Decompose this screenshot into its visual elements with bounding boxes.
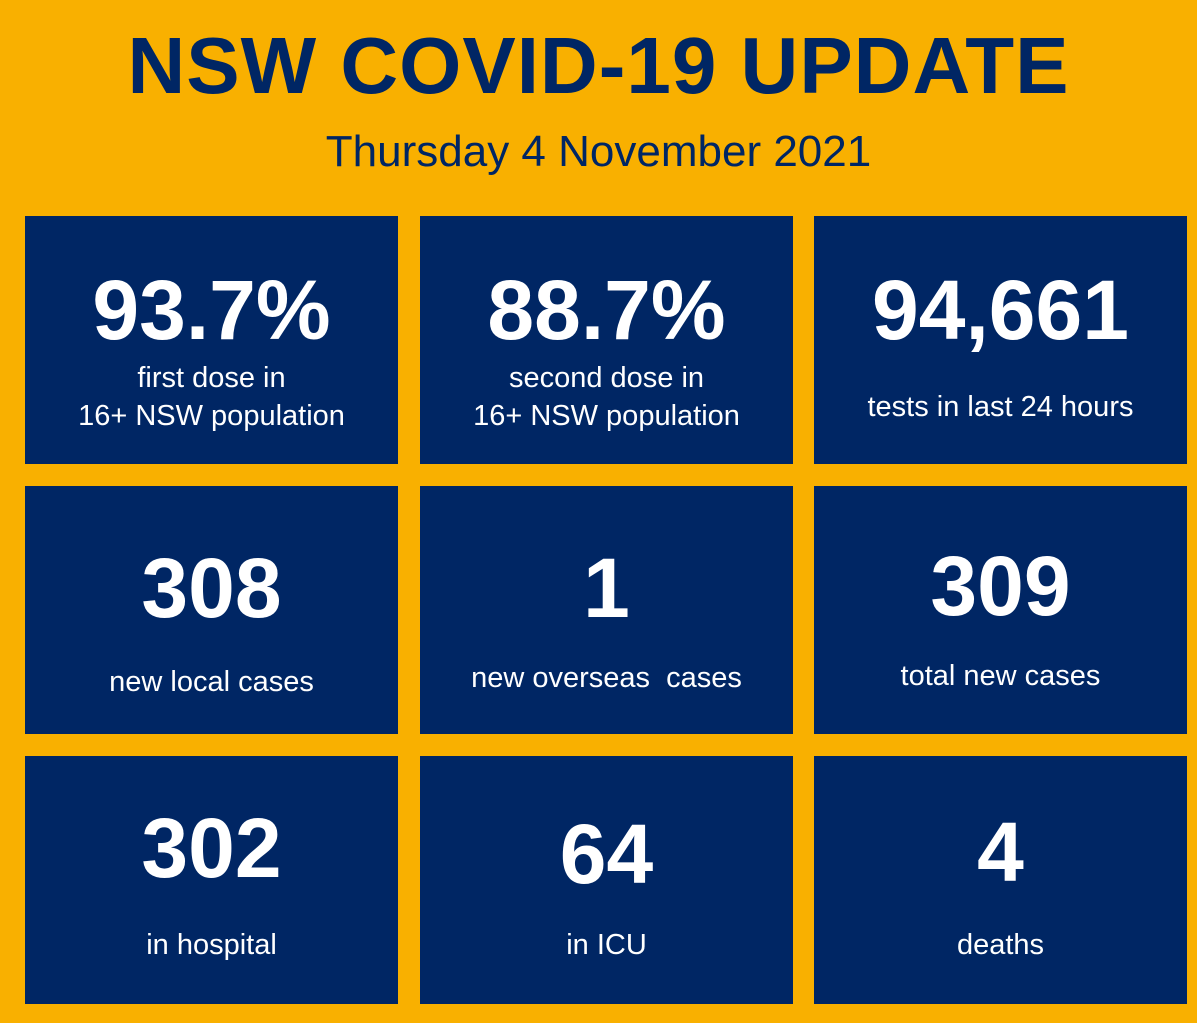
tile-value: 1 [583,541,630,635]
tile-first-dose: 93.7% first dose in 16+ NSW population [25,216,398,464]
tile-label: new local cases [109,666,314,698]
tile-tests: 94,661 tests in last 24 hours [814,216,1187,464]
tile-label: total new cases [900,660,1101,692]
tile-label: deaths [956,929,1045,961]
tile-in-hospital: 302 in hospital [25,756,398,1004]
tile-new-overseas-cases: 1 new overseas cases [420,486,793,734]
tile-value: 4 [977,805,1024,899]
tile-value: 88.7% [487,263,726,357]
tile-value: 309 [930,539,1071,633]
tile-value: 93.7% [92,263,331,357]
tile-deaths: 4 deaths [814,756,1187,1004]
tile-value: 94,661 [872,263,1129,357]
tile-label: second dose in 16+ NSW population [473,362,740,432]
tile-value: 64 [559,807,654,901]
tile-value: 308 [141,541,282,635]
tile-label: new overseas cases [471,662,742,694]
tile-label: tests in last 24 hours [867,391,1134,423]
page-title: NSW COVID-19 UPDATE [127,21,1070,110]
tile-label: in ICU [566,929,647,961]
tile-second-dose: 88.7% second dose in 16+ NSW population [420,216,793,464]
tile-in-icu: 64 in ICU [420,756,793,1004]
tile-label: first dose in 16+ NSW population [78,362,345,432]
update-date: Thursday 4 November 2021 [325,127,872,176]
tile-total-new-cases: 309 total new cases [814,486,1187,734]
tile-label: in hospital [146,929,277,961]
tile-new-local-cases: 308 new local cases [25,486,398,734]
tile-value: 302 [141,801,282,895]
